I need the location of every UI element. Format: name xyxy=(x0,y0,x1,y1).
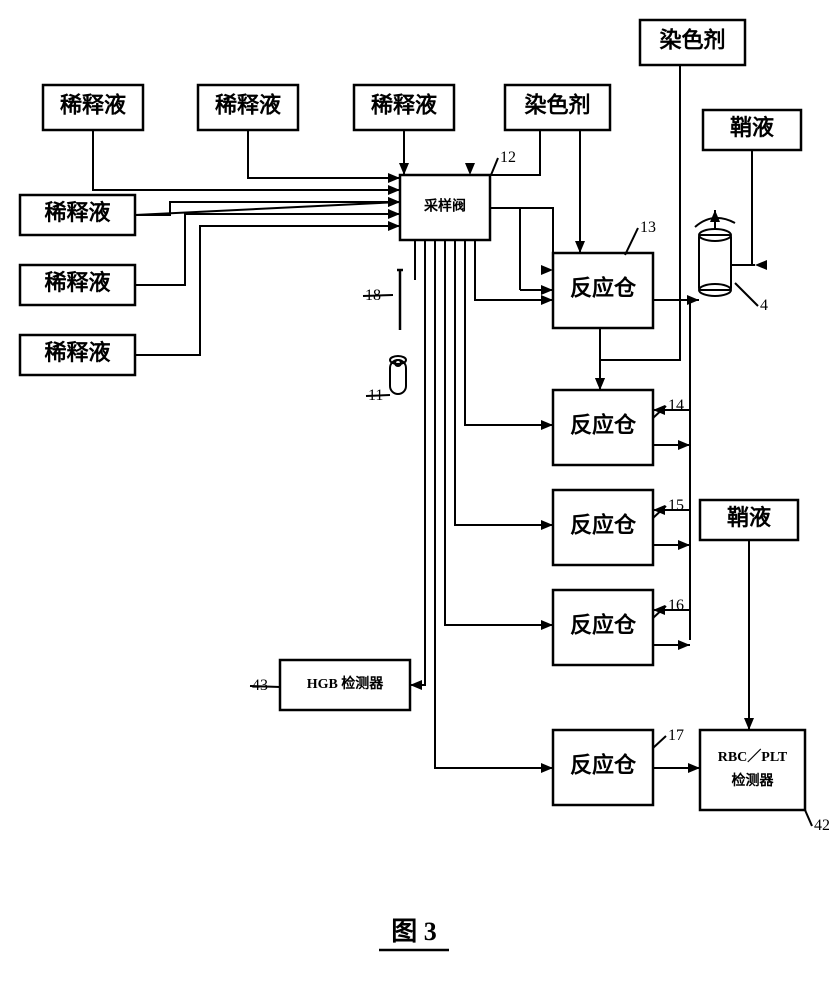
svg-text:RBC／PLT: RBC／PLT xyxy=(718,749,788,765)
svg-text:15: 15 xyxy=(668,497,684,514)
svg-text:检测器: 检测器 xyxy=(732,772,775,789)
svg-text:HGB 检测器: HGB 检测器 xyxy=(307,675,385,692)
svg-text:稀释液: 稀释液 xyxy=(60,93,126,118)
svg-text:染色剂: 染色剂 xyxy=(524,93,590,118)
svg-text:鞘液: 鞘液 xyxy=(727,505,771,530)
svg-text:稀释液: 稀释液 xyxy=(44,270,110,295)
svg-text:反应仓: 反应仓 xyxy=(570,613,637,638)
svg-text:稀释液: 稀释液 xyxy=(44,200,110,225)
svg-text:鞘液: 鞘液 xyxy=(730,115,774,140)
svg-text:反应仓: 反应仓 xyxy=(570,276,637,301)
svg-text:4: 4 xyxy=(760,297,768,314)
figure-caption: 图 3 xyxy=(391,917,437,946)
svg-text:反应仓: 反应仓 xyxy=(570,513,637,538)
svg-text:稀释液: 稀释液 xyxy=(44,340,110,365)
svg-text:14: 14 xyxy=(668,397,684,414)
svg-text:稀释液: 稀释液 xyxy=(371,93,437,118)
svg-text:42: 42 xyxy=(814,817,829,834)
svg-text:染色剂: 染色剂 xyxy=(659,28,725,53)
svg-text:反应仓: 反应仓 xyxy=(570,753,637,778)
svg-text:反应仓: 反应仓 xyxy=(570,413,637,438)
svg-text:稀释液: 稀释液 xyxy=(215,93,281,118)
svg-text:12: 12 xyxy=(500,149,516,166)
svg-text:13: 13 xyxy=(640,219,656,236)
svg-text:16: 16 xyxy=(668,597,684,614)
svg-text:17: 17 xyxy=(668,727,684,744)
svg-text:采样阀: 采样阀 xyxy=(423,198,466,215)
